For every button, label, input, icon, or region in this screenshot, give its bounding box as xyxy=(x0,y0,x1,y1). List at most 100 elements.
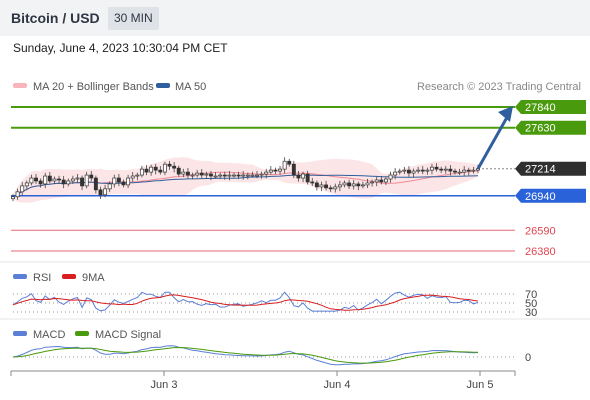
candle-body xyxy=(38,180,43,185)
x-axis-label: Jun 3 xyxy=(151,379,178,391)
candle-body xyxy=(149,166,154,173)
level-tag-27630 xyxy=(515,120,586,135)
rsi-line xyxy=(12,291,479,312)
candle-body xyxy=(162,163,167,173)
candle-body xyxy=(130,175,135,179)
legend-swatch-rsi xyxy=(13,274,27,279)
candle-body xyxy=(287,160,292,165)
legend-macd-label: MACD xyxy=(33,329,65,341)
candle-body xyxy=(291,163,296,176)
candle-body xyxy=(107,183,112,190)
ma50-line xyxy=(12,174,479,198)
level-label-26380: 26380 xyxy=(525,246,556,258)
rsi-level-label: 70 xyxy=(525,289,537,301)
candle-body xyxy=(273,169,278,172)
legend-ma50-label: MA 50 xyxy=(175,81,206,93)
candle-body xyxy=(314,182,319,188)
candle-body xyxy=(383,178,388,183)
level-label-27214: 27214 xyxy=(525,164,556,176)
candle-body xyxy=(15,191,20,198)
candle-body xyxy=(393,171,398,176)
candle-body xyxy=(47,175,52,182)
candle-body xyxy=(199,172,204,176)
candle-body xyxy=(181,171,186,175)
candle-body xyxy=(457,171,462,174)
rsi-level-label: 30 xyxy=(525,307,537,319)
candle-body xyxy=(356,183,361,187)
candle-body xyxy=(420,169,425,172)
candle-body xyxy=(190,174,195,177)
candle-body xyxy=(310,181,315,184)
candle-body xyxy=(462,169,467,173)
candle-body xyxy=(172,165,177,169)
legend-swatch-rsi-ma xyxy=(62,274,76,279)
candle-body xyxy=(370,181,375,184)
candle-body xyxy=(425,169,430,172)
candle-body xyxy=(342,182,347,186)
candle-body xyxy=(245,174,250,177)
legend-rsi-ma-label: 9MA xyxy=(82,272,105,284)
legend-swatch-macd-signal xyxy=(75,331,89,336)
candle-body xyxy=(374,179,379,183)
candle-body xyxy=(93,177,98,191)
candle-body xyxy=(379,179,384,183)
candle-body xyxy=(139,168,144,176)
candle-body xyxy=(434,166,439,170)
candle-body xyxy=(416,169,421,172)
candle-body xyxy=(213,175,218,178)
candle-body xyxy=(255,174,259,177)
level-tag-27214 xyxy=(515,161,586,176)
macd-signal-line xyxy=(12,346,479,364)
candle-body xyxy=(80,177,85,187)
candle-body xyxy=(195,172,200,176)
candle-body xyxy=(34,177,38,182)
x-axis-label: Jun 5 xyxy=(467,379,494,391)
candle-body xyxy=(397,170,402,173)
candle-body xyxy=(232,174,236,177)
legend-macd-signal-label: MACD Signal xyxy=(95,329,161,341)
x-axis-label: Jun 4 xyxy=(324,379,351,391)
candle-body xyxy=(204,173,209,176)
candle-body xyxy=(264,171,269,175)
candle-body xyxy=(89,174,94,179)
candle-body xyxy=(66,180,71,185)
forecast-arrow-head xyxy=(498,106,513,122)
candle-body xyxy=(176,167,181,175)
legend-swatch-macd xyxy=(13,331,27,336)
rsi-level-label: 50 xyxy=(525,298,537,310)
candle-body xyxy=(268,169,273,173)
candle-body xyxy=(75,177,80,180)
forecast-arrow xyxy=(476,111,512,170)
level-tag-27840 xyxy=(515,100,586,114)
level-label-27630: 27630 xyxy=(525,123,556,135)
rsi-ma-line xyxy=(12,294,479,311)
candle-body xyxy=(20,185,25,193)
candle-body xyxy=(402,169,407,172)
candle-body xyxy=(324,184,329,189)
candle-body xyxy=(167,163,172,167)
credit-text: Research © 2023 Trading Central xyxy=(417,81,581,93)
candle-body xyxy=(153,166,158,171)
candle-body xyxy=(448,168,453,172)
candle-body xyxy=(388,174,393,180)
candle-body xyxy=(319,184,324,188)
timeframe-button[interactable]: 30 MIN xyxy=(108,7,159,30)
candle-body xyxy=(24,182,29,187)
candle-body xyxy=(301,173,305,179)
candle-body xyxy=(236,174,241,177)
candle-body xyxy=(365,182,370,186)
candle-body xyxy=(241,174,246,177)
candle-body xyxy=(305,173,310,183)
candle-body xyxy=(84,174,89,187)
candle-body xyxy=(29,177,34,184)
candle-body xyxy=(103,188,108,196)
candle-body xyxy=(439,168,444,171)
candle-body xyxy=(259,173,264,176)
level-label-27840: 27840 xyxy=(525,102,556,114)
candle-body xyxy=(351,183,356,187)
candle-body xyxy=(430,166,434,171)
candle-body xyxy=(158,169,163,173)
candle-body xyxy=(333,186,338,190)
candle-body xyxy=(116,177,121,183)
